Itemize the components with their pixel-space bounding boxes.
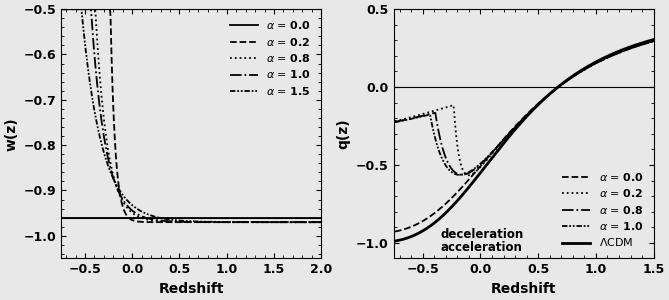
$\alpha$ = $\mathbf{1.0}$ [213, 220, 221, 224]
X-axis label: Redshift: Redshift [159, 282, 224, 296]
$\alpha$ = $\mathbf{1.0}$ [317, 220, 325, 224]
Line: $\alpha$ = $\mathbf{1.5}$: $\alpha$ = $\mathbf{1.5}$ [62, 9, 321, 222]
$\alpha$ = $\mathbf{0.2}$ [181, 220, 189, 224]
$\alpha$ = $\mathbf{1.5}$ [213, 220, 221, 224]
$\alpha$ = $\mathbf{0.8}$ [58, 8, 66, 11]
$\alpha$ = $\mathbf{1.5}$ [317, 220, 325, 224]
$\alpha$ = $\mathbf{0.2}$ [312, 220, 320, 224]
$\alpha$ = $\mathbf{0.8}$ [199, 220, 207, 224]
$\alpha$ = $\mathbf{0.8}$ [213, 220, 221, 224]
Legend: $\alpha$ = $\mathbf{0.0}$, $\alpha$ = $\mathbf{0.2}$, $\alpha$ = $\mathbf{0.8}$,: $\alpha$ = $\mathbf{0.0}$, $\alpha$ = $\… [558, 166, 648, 253]
$\alpha$ = $\mathbf{1.5}$ [270, 220, 278, 224]
Line: $\alpha$ = $\mathbf{0.8}$: $\alpha$ = $\mathbf{0.8}$ [62, 9, 321, 222]
Y-axis label: w(z): w(z) [4, 117, 18, 151]
Line: $\alpha$ = $\mathbf{1.0}$: $\alpha$ = $\mathbf{1.0}$ [62, 9, 321, 222]
$\alpha$ = $\mathbf{0.8}$ [183, 220, 191, 224]
$\alpha$ = $\mathbf{0.0}$ [58, 216, 66, 219]
$\alpha$ = $\mathbf{0.8}$ [311, 220, 319, 224]
$\alpha$ = $\mathbf{1.0}$ [311, 220, 319, 224]
Line: $\alpha$ = $\mathbf{0.2}$: $\alpha$ = $\mathbf{0.2}$ [62, 9, 321, 222]
$\alpha$ = $\mathbf{0.8}$ [181, 220, 189, 224]
$\alpha$ = $\mathbf{1.5}$ [58, 8, 66, 11]
$\alpha$ = $\mathbf{1.0}$ [183, 220, 191, 224]
$\alpha$ = $\mathbf{1.5}$ [181, 219, 189, 223]
$\alpha$ = $\mathbf{1.0}$ [199, 220, 207, 224]
$\alpha$ = $\mathbf{0.2}$ [199, 220, 207, 224]
$\alpha$ = $\mathbf{0.8}$ [317, 220, 325, 224]
$\alpha$ = $\mathbf{0.2}$ [280, 220, 288, 224]
$\alpha$ = $\mathbf{1.0}$ [58, 8, 66, 11]
$\alpha$ = $\mathbf{1.5}$ [311, 220, 319, 224]
$\alpha$ = $\mathbf{0.8}$ [270, 220, 278, 224]
$\alpha$ = $\mathbf{0.2}$ [317, 220, 325, 224]
$\alpha$ = $\mathbf{0.2}$ [213, 220, 221, 224]
X-axis label: Redshift: Redshift [491, 282, 557, 296]
$\alpha$ = $\mathbf{0.0}$ [213, 216, 221, 219]
$\alpha$ = $\mathbf{1.5}$ [183, 219, 191, 223]
$\alpha$ = $\mathbf{0.0}$ [270, 216, 278, 219]
Text: acceleration: acceleration [441, 241, 522, 254]
$\alpha$ = $\mathbf{0.0}$ [317, 216, 325, 219]
$\alpha$ = $\mathbf{1.5}$ [199, 220, 207, 224]
$\alpha$ = $\mathbf{0.0}$ [183, 216, 191, 219]
Text: deceleration: deceleration [441, 229, 524, 242]
$\alpha$ = $\mathbf{1.0}$ [270, 220, 278, 224]
$\alpha$ = $\mathbf{0.0}$ [181, 216, 189, 219]
$\alpha$ = $\mathbf{0.0}$ [199, 216, 207, 219]
Legend: $\alpha$ = $\mathbf{0.0}$, $\alpha$ = $\mathbf{0.2}$, $\alpha$ = $\mathbf{0.8}$,: $\alpha$ = $\mathbf{0.0}$, $\alpha$ = $\… [225, 15, 316, 101]
$\alpha$ = $\mathbf{0.2}$ [58, 8, 66, 11]
$\alpha$ = $\mathbf{0.2}$ [270, 220, 278, 224]
$\alpha$ = $\mathbf{0.0}$ [311, 216, 319, 219]
$\alpha$ = $\mathbf{0.2}$ [183, 220, 191, 224]
Y-axis label: q(z): q(z) [337, 118, 351, 149]
$\alpha$ = $\mathbf{1.0}$ [181, 220, 189, 224]
